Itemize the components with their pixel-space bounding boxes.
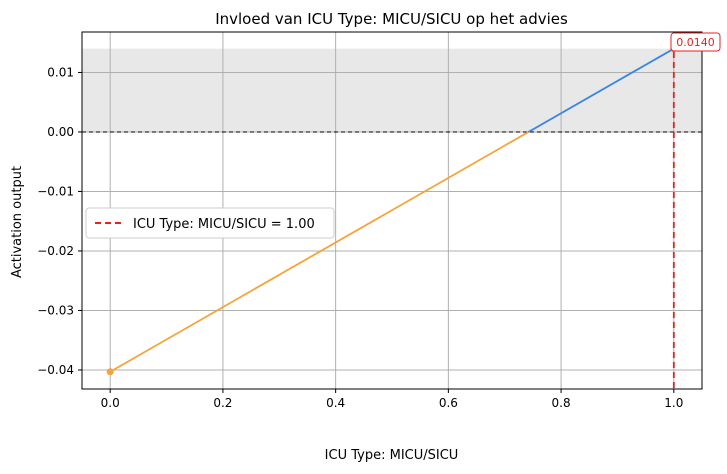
series-line-negative bbox=[109, 131, 529, 373]
y-tick-label: 0.01 bbox=[47, 65, 74, 79]
value-annotation: 0.0140 bbox=[670, 32, 721, 52]
series-line-positive bbox=[528, 47, 675, 133]
x-axis-label: ICU Type: MICU/SICU bbox=[325, 448, 459, 463]
x-tick-label: 0.2 bbox=[213, 396, 232, 410]
y-tick-label: −0.03 bbox=[37, 303, 74, 317]
x-tick-label: 0.4 bbox=[326, 396, 345, 410]
start-point bbox=[106, 368, 114, 376]
y-tick-label: −0.01 bbox=[37, 184, 74, 198]
chart-title: Invloed van ICU Type: MICU/SICU op het a… bbox=[215, 10, 568, 28]
legend-label: ICU Type: MICU/SICU = 1.00 bbox=[133, 217, 315, 232]
legend: ICU Type: MICU/SICU = 1.00 bbox=[85, 207, 335, 239]
annotation-text: 0.0140 bbox=[676, 36, 715, 49]
legend-box bbox=[85, 207, 335, 239]
y-tick-label: −0.02 bbox=[37, 244, 74, 258]
annotation-box bbox=[670, 32, 721, 52]
plot-frame bbox=[81, 31, 703, 390]
x-tick-label: 0.0 bbox=[101, 396, 120, 410]
x-tick-label: 0.6 bbox=[439, 396, 458, 410]
y-tick-label: 0.00 bbox=[47, 125, 74, 139]
x-tick-label: 0.8 bbox=[552, 396, 571, 410]
x-tick-label: 1.0 bbox=[664, 396, 683, 410]
shaded-band bbox=[82, 48, 702, 132]
y-axis-label: Activation output bbox=[10, 166, 25, 278]
y-tick-label: −0.04 bbox=[37, 363, 74, 377]
